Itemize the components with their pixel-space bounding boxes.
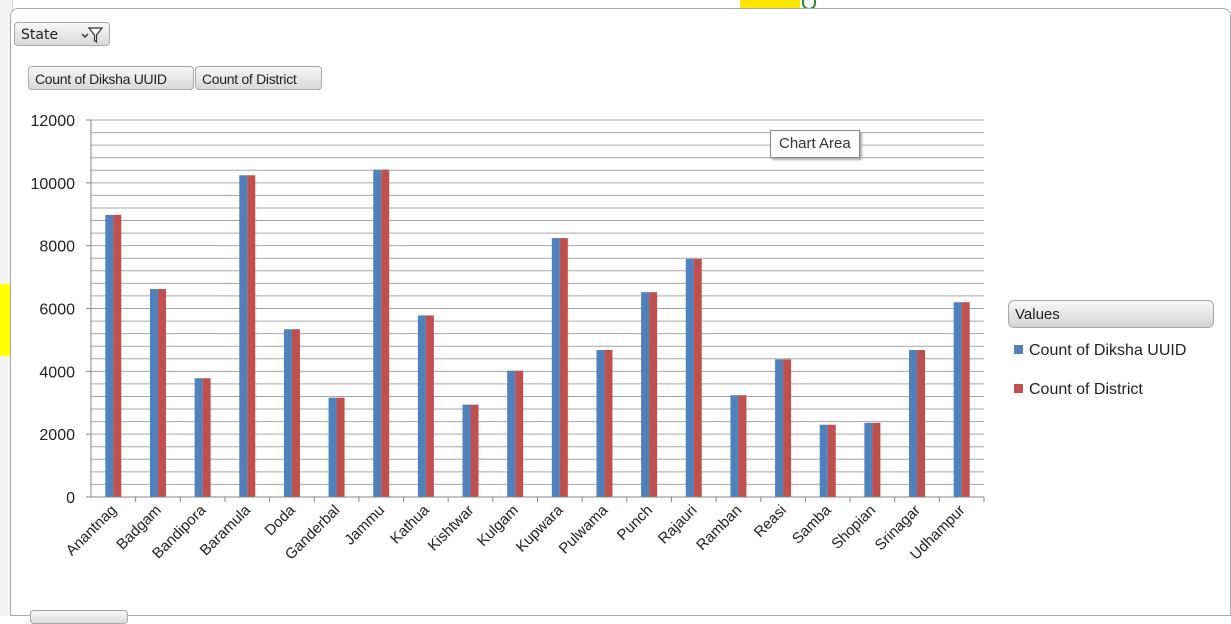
bar-jammu-diksha-uuid [373, 169, 382, 497]
bar-kupwara-diksha-uuid [551, 238, 560, 498]
bar-ramban-diksha-uuid [730, 395, 739, 497]
bar-kishtwar-district [470, 404, 479, 497]
bar-shopian-district [872, 422, 881, 497]
x-tick-label: Shopian [828, 502, 879, 553]
top-highlight-mark [740, 0, 800, 8]
bar-kishtwar-diksha-uuid [462, 404, 471, 497]
bar-pulwama-district [604, 349, 613, 497]
legend-label: Count of District [1029, 381, 1143, 398]
bar-bandipora-diksha-uuid [194, 378, 203, 497]
bar-samba-diksha-uuid [819, 424, 828, 497]
state-filter-label: State [21, 27, 59, 43]
bar-bandipora-district [202, 378, 211, 497]
y-tick-label: 8000 [39, 239, 75, 256]
bar-rajauri-district [693, 258, 702, 497]
bar-kathua-district [425, 315, 434, 497]
bar-anantnag-diksha-uuid [105, 214, 114, 497]
y-tick-label: 2000 [39, 427, 75, 444]
filter-icon [81, 26, 104, 52]
bar-srinagar-diksha-uuid [909, 349, 918, 497]
bar-anantnag-district [113, 214, 122, 497]
bar-udhampur-district [961, 302, 970, 497]
bar-pulwama-diksha-uuid [596, 349, 605, 497]
x-tick-label: Jammu [341, 502, 388, 549]
field-button-diksha-uuid[interactable]: Count of Diksha UUID [28, 66, 194, 90]
bottom-field-button[interactable] [30, 610, 128, 624]
bar-chart[interactable]: 0 2000 4000 6000 8000 10000 12000 AnantnagBadg… [0, 0, 1000, 616]
legend-item-district: Count of District [1014, 381, 1143, 399]
axes [86, 119, 985, 502]
bar-kathua-diksha-uuid [417, 315, 426, 497]
bar-srinagar-district [917, 349, 926, 497]
bar-doda-diksha-uuid [283, 329, 292, 497]
x-tick-label: Pulwama [556, 501, 612, 557]
y-tick-label: 6000 [39, 302, 75, 319]
x-tick-label: Anantnag [63, 502, 120, 559]
field-button-label: Count of District [202, 71, 297, 87]
legend-label: Count of Diksha UUID [1029, 342, 1187, 359]
bar-ramban-district [738, 395, 747, 497]
bars [105, 169, 970, 498]
x-tick-label: Kishtwar [425, 502, 478, 555]
y-tick-label: 0 [66, 490, 75, 507]
bar-reasi-diksha-uuid [775, 359, 784, 497]
x-tick-label: Doda [261, 501, 299, 539]
left-highlight-mark [0, 284, 11, 356]
bar-kupwara-district [559, 238, 568, 498]
legend-item-diksha-uuid: Count of Diksha UUID [1014, 342, 1186, 360]
bar-baramula-diksha-uuid [239, 175, 248, 497]
x-tick-label: Punch [614, 502, 656, 544]
bar-punch-district [649, 292, 658, 497]
chart-area-tooltip: Chart Area [770, 130, 860, 158]
x-tick-label: Ramban [693, 502, 745, 554]
bar-reasi-district [783, 359, 792, 497]
bar-badgam-district [157, 289, 166, 497]
y-tick-label: 12000 [31, 113, 76, 130]
bar-kulgam-diksha-uuid [507, 370, 516, 497]
bar-ganderbal-district [336, 397, 345, 497]
bar-udhampur-diksha-uuid [953, 302, 962, 497]
bar-samba-district [827, 424, 836, 497]
bar-ganderbal-diksha-uuid [328, 397, 337, 497]
y-tick-labels: 0 2000 4000 6000 8000 10000 12000 [31, 113, 76, 507]
legend-swatch [1014, 345, 1023, 354]
state-filter-button[interactable]: State [14, 22, 110, 46]
x-tick-label: Reasi [751, 502, 790, 541]
y-tick-label: 10000 [31, 176, 76, 193]
bar-rajauri-diksha-uuid [685, 258, 694, 497]
bar-kulgam-district [515, 370, 524, 497]
bar-jammu-district [381, 169, 390, 497]
grid-lines [91, 119, 984, 485]
legend-title-values[interactable]: Values [1008, 300, 1214, 328]
bar-baramula-district [247, 175, 256, 497]
bar-punch-diksha-uuid [641, 292, 650, 497]
bar-badgam-diksha-uuid [149, 289, 158, 497]
field-button-district[interactable]: Count of District [195, 66, 322, 90]
legend-swatch [1014, 384, 1023, 393]
bar-doda-district [291, 329, 300, 497]
bar-shopian-diksha-uuid [864, 422, 873, 497]
field-button-label: Count of Diksha UUID [35, 71, 167, 87]
y-tick-label: 4000 [39, 364, 75, 381]
